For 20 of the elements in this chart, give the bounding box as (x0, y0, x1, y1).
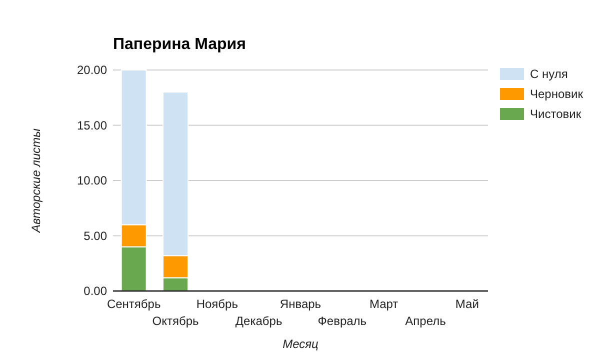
y-tick-label: 20.00 (76, 63, 108, 78)
x-tick-label: Октябрь (152, 314, 199, 328)
x-tick-label: Май (455, 297, 479, 311)
chart-title: Паперина Мария (113, 36, 246, 53)
y-tick-label: 5.00 (84, 228, 108, 243)
y-tick-label: 15.00 (76, 118, 108, 132)
x-axis-title: Месяц (282, 337, 319, 351)
y-tick-label: 10.00 (76, 174, 108, 188)
x-tick-label: Декабрь (235, 314, 282, 328)
y-tick-label: 0.00 (84, 284, 108, 298)
x-tick-label: Февраль (318, 314, 367, 328)
x-tick-label: Январь (280, 297, 322, 311)
legend-label: Черновик (530, 87, 584, 102)
legend-label: Чистовик (530, 107, 582, 122)
x-tick-label: Март (369, 297, 399, 311)
x-tick-label: Апрель (405, 314, 446, 328)
legend-label: С нуля (530, 67, 568, 82)
x-tick-label: Ноябрь (196, 297, 238, 311)
y-axis-title: Авторские листы (29, 128, 43, 234)
x-tick-label: Сентябрь (106, 297, 161, 311)
